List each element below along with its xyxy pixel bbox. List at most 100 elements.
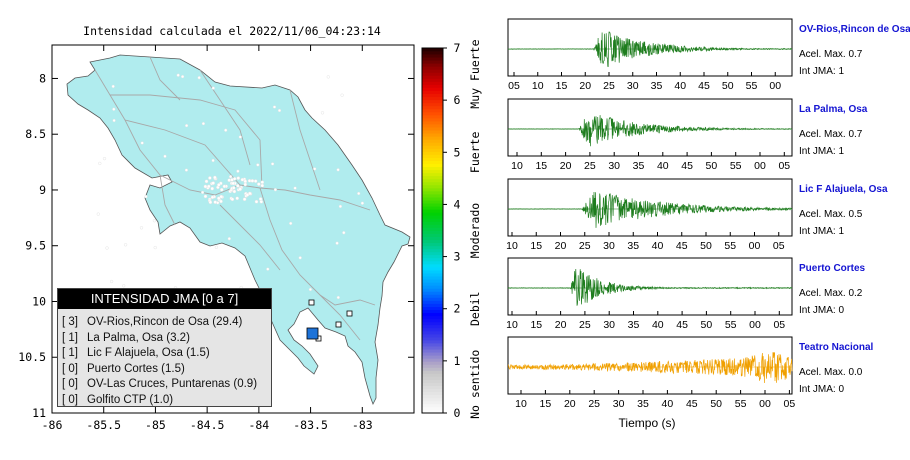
station-dot	[211, 86, 215, 90]
waveform-panel: 05 10 15 20 25 30 35 40 45 50 55 00 OV-Rios,Rincon d…	[507, 18, 910, 92]
station-dot	[152, 219, 156, 223]
colorbar-segment	[422, 227, 443, 231]
colorbar-segment	[422, 209, 443, 213]
colorbar-categories: No sentido Debil Moderado Fuerte Muy Fuerte	[468, 39, 482, 419]
waveform-tick-label: 35	[628, 319, 640, 331]
legend-item-level: [ 0]	[62, 362, 78, 375]
colorbar-segment	[422, 324, 443, 329]
colorbar-segment	[422, 194, 443, 198]
colorbar-segment	[422, 187, 443, 192]
station-dot	[203, 194, 208, 199]
station-square	[308, 299, 315, 306]
station-dot	[185, 123, 189, 128]
legend-item: [ 1] Lic F Alajuela, Osa (1.5)	[62, 346, 271, 362]
station-dot	[111, 84, 115, 88]
colorbar-segment	[422, 127, 443, 131]
colorbar-segment	[422, 406, 443, 411]
colorbar-segment	[422, 200, 443, 204]
waveform-tick-label: 05	[508, 80, 520, 92]
station-dot	[289, 221, 293, 225]
station-dot	[112, 107, 116, 111]
epicenter-marker	[306, 327, 319, 340]
station-max-accel: Acel. Max. 0.7	[799, 49, 863, 60]
station-dot	[254, 199, 259, 204]
waveform-tick-label: 50	[700, 240, 712, 252]
station-max-accel: Acel. Max. 0.0	[799, 367, 863, 378]
station-dot	[211, 158, 215, 163]
intensity-colorbar	[421, 47, 444, 414]
colorbar-segment	[422, 403, 443, 408]
colorbar-category-label: Moderado	[468, 203, 482, 258]
station-dot	[140, 141, 144, 145]
colorbar-segment	[422, 221, 443, 225]
station-dot	[266, 267, 270, 271]
station-max-accel: Acel. Max. 0.2	[799, 288, 863, 299]
colorbar-segment	[422, 358, 443, 362]
colorbar-segment	[422, 294, 443, 298]
waveform-tick-label: 10	[515, 398, 527, 410]
colorbar-segment	[422, 230, 443, 234]
waveform-tick-label: 15	[556, 80, 568, 92]
station-dot	[231, 186, 236, 190]
colorbar-segment	[422, 273, 443, 277]
colorbar-segment	[422, 218, 443, 222]
map-y-tick-label: 10	[32, 294, 46, 308]
waveform-trace	[507, 268, 793, 306]
legend-item-text: OV-Rios,Rincon de Osa (29.4)	[87, 316, 243, 328]
waveform-frame	[507, 178, 793, 237]
colorbar-category-label: Debil	[468, 291, 482, 326]
colorbar-frame	[421, 47, 444, 414]
waveform-tick-label: 50	[701, 319, 713, 331]
waveform-tick-label: 05	[778, 160, 790, 172]
station-square	[346, 310, 353, 317]
colorbar-segment	[422, 108, 443, 113]
waveform-tick-label: 25	[584, 160, 596, 172]
colorbar-tick-label: 0	[454, 406, 461, 420]
waveform-tick-label: 45	[676, 240, 688, 252]
legend-title: INTENSIDAD JMA [0 a 7]	[58, 289, 271, 309]
legend-item: [ 3] OV-Rios,Rincon de Osa (29.4)	[62, 315, 271, 331]
station-dot	[197, 76, 201, 80]
road-network	[94, 56, 376, 341]
waveform-tick-label: 15	[540, 398, 552, 410]
station-dot	[144, 195, 148, 199]
station-dot	[139, 226, 144, 230]
colorbar-segment	[422, 282, 443, 286]
station-square	[335, 321, 342, 328]
legend-item-level: [ 3]	[62, 316, 78, 328]
colorbar-segment	[422, 245, 443, 250]
waveform-tick-label: 35	[633, 160, 645, 172]
map-x-tick-label: -85.5	[86, 418, 121, 432]
waveform-tick-label: 10	[506, 240, 518, 252]
map-x-tick-label: -83	[352, 418, 373, 432]
map-x-tick-label: -86	[42, 418, 63, 432]
waveform-tick-label: 40	[674, 80, 686, 92]
waveform-tick-label: 30	[627, 80, 639, 92]
colorbar-segment	[422, 239, 443, 244]
station-jma-intensity: Int JMA: 1	[799, 146, 844, 157]
colorbar-segment	[422, 154, 443, 158]
station-dot	[342, 231, 346, 235]
station-dot	[219, 187, 224, 192]
station-dot	[238, 135, 242, 139]
waveform-tick-label: 45	[676, 319, 688, 331]
station-dot	[96, 212, 100, 216]
colorbar-segment	[422, 133, 443, 137]
station-dot	[298, 256, 302, 260]
station-dot	[256, 163, 260, 167]
waveform-trace	[507, 191, 793, 228]
station-dot	[211, 181, 215, 185]
waveform-tick-label: 20	[555, 240, 567, 252]
colorbar-segment	[422, 303, 443, 307]
colorbar-segment	[422, 288, 443, 292]
waveform-frame	[507, 257, 793, 316]
colorbar-category-label: No sentido	[468, 350, 482, 419]
station-dot	[105, 246, 109, 250]
station-dot	[213, 175, 217, 180]
colorbar-segment	[422, 78, 443, 82]
station-dot	[253, 179, 258, 183]
colorbar-segment	[422, 376, 443, 380]
colorbar-segment	[422, 72, 443, 76]
colorbar-segment	[422, 361, 443, 365]
colorbar-segment	[422, 336, 443, 341]
